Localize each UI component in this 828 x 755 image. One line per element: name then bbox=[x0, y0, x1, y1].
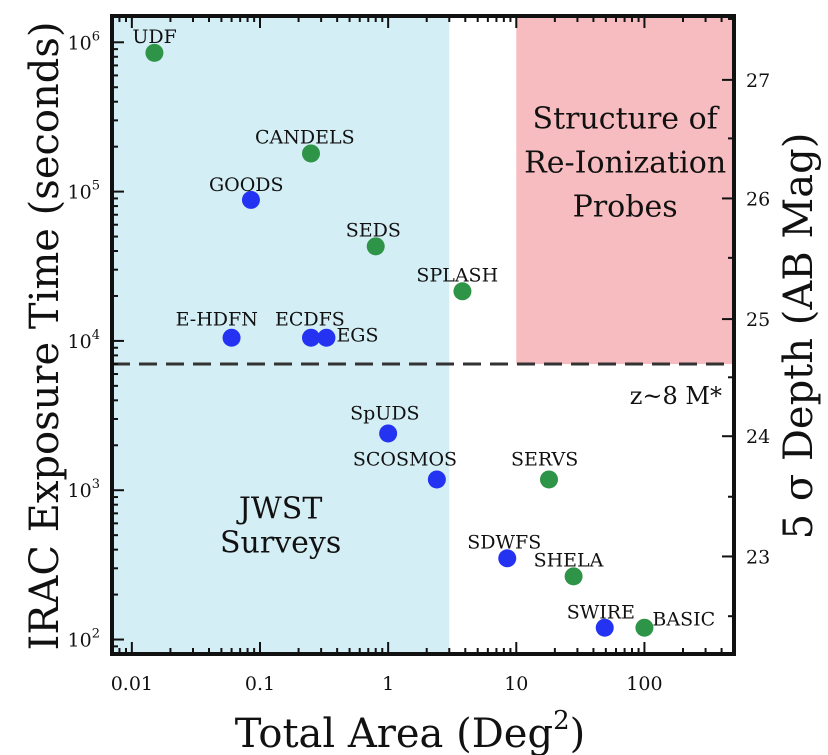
right-tick-label: 27 bbox=[746, 70, 770, 92]
point-splash bbox=[453, 282, 472, 301]
point-seds bbox=[366, 237, 385, 256]
point-label-swire: SWIRE bbox=[567, 602, 635, 624]
x-tick-label: 0.1 bbox=[245, 673, 275, 695]
y-tick-exponent: 2 bbox=[92, 627, 100, 642]
point-label-ecdfs: ECDFS bbox=[275, 309, 345, 331]
point-spuds bbox=[379, 424, 398, 443]
y-tick-base: 10 bbox=[68, 480, 92, 502]
region-0 bbox=[112, 16, 450, 654]
point-servs bbox=[539, 470, 558, 489]
point-egs bbox=[317, 328, 336, 347]
region-1-label-line-2: Probes bbox=[573, 190, 678, 225]
point-label-scosmos: SCOSMOS bbox=[353, 448, 457, 470]
point-e-hdfn bbox=[222, 328, 241, 347]
point-swire bbox=[595, 618, 614, 637]
reference-line-group: z~8 M* bbox=[112, 362, 734, 410]
x-tick-label: 1 bbox=[382, 673, 394, 695]
region-1-label-line-1: Re-Ionization bbox=[524, 146, 726, 181]
point-label-egs: EGS bbox=[336, 325, 378, 347]
y-tick-base: 10 bbox=[68, 182, 92, 204]
y-axis-right-label-text: 5 σ Depth (AB Mag bbox=[776, 148, 822, 539]
point-sdwfs bbox=[498, 549, 517, 568]
point-label-e-hdfn: E-HDFN bbox=[176, 309, 258, 331]
y-tick-label: 106 bbox=[68, 29, 100, 54]
x-axis-label-superscript: 2 bbox=[553, 706, 570, 736]
x-tick-label: 10 bbox=[504, 673, 528, 695]
region-0-label-line-0: JWST bbox=[236, 492, 322, 527]
point-udf bbox=[145, 43, 164, 62]
point-label-shela: SHELA bbox=[534, 549, 604, 571]
y-axis-right-label: 5 σ Depth (AB Mag) bbox=[776, 133, 822, 540]
right-tick-label: 23 bbox=[746, 546, 770, 568]
y-tick-label: 105 bbox=[68, 179, 100, 204]
y-tick-exponent: 5 bbox=[92, 179, 100, 194]
right-tick-label: 24 bbox=[746, 426, 770, 448]
point-label-basic: BASIC bbox=[652, 609, 715, 631]
x-axis-label: Total Area (Deg2) bbox=[235, 706, 585, 755]
point-candels bbox=[301, 144, 320, 163]
point-scosmos bbox=[427, 470, 446, 489]
y-tick-label: 102 bbox=[68, 627, 100, 652]
x-tick-label: 0.01 bbox=[111, 673, 153, 695]
y-tick-base: 10 bbox=[68, 630, 92, 652]
y-tick-exponent: 4 bbox=[92, 328, 100, 343]
point-label-servs: SERVS bbox=[511, 448, 578, 470]
y-tick-label: 103 bbox=[68, 477, 100, 502]
region-1-label-line-0: Structure of bbox=[533, 102, 720, 137]
x-tick-label: 100 bbox=[626, 673, 662, 695]
y-tick-exponent: 6 bbox=[92, 29, 100, 44]
point-ecdfs bbox=[301, 328, 320, 347]
region-1 bbox=[516, 16, 734, 365]
point-goods bbox=[241, 190, 260, 209]
point-label-candels: CANDELS bbox=[255, 126, 355, 148]
reference-line-label: z~8 M* bbox=[630, 382, 722, 410]
point-label-udf: UDF bbox=[132, 26, 176, 48]
y-tick-label: 104 bbox=[68, 328, 100, 353]
x-axis-label-close: ) bbox=[570, 711, 586, 755]
point-label-spuds: SpUDS bbox=[350, 402, 419, 424]
y-axis-left-label: IRAC Exposure Time (seconds) bbox=[22, 22, 68, 651]
y-tick-base: 10 bbox=[68, 331, 92, 353]
point-shela bbox=[564, 567, 583, 586]
y-axis-right-label-close: ) bbox=[776, 133, 822, 149]
right-tick-label: 25 bbox=[746, 309, 770, 331]
y-tick-base: 10 bbox=[68, 32, 92, 54]
point-label-sdwfs: SDWFS bbox=[467, 531, 541, 553]
x-axis-label-text: Total Area (Deg bbox=[235, 711, 553, 755]
right-tick-label: 26 bbox=[746, 188, 770, 210]
region-0-label-line-1: Surveys bbox=[220, 526, 341, 561]
point-label-splash: SPLASH bbox=[416, 264, 498, 286]
point-basic bbox=[635, 618, 654, 637]
point-label-seds: SEDS bbox=[346, 219, 401, 241]
plot-frame bbox=[110, 14, 736, 656]
point-label-goods: GOODS bbox=[209, 174, 284, 196]
shaded-regions bbox=[112, 16, 734, 654]
y-tick-exponent: 3 bbox=[92, 477, 100, 492]
